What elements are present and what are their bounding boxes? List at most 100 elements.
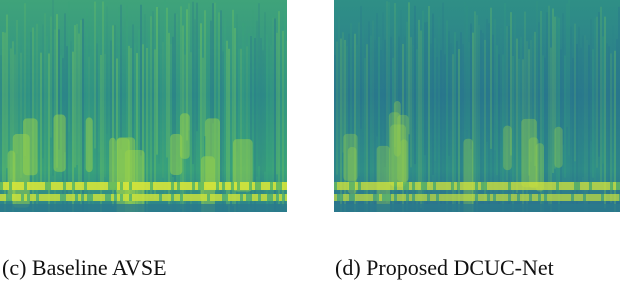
- spectrogram-texture: [355, 182, 358, 190]
- spectrogram-texture: [264, 182, 267, 190]
- spectrogram-texture: [114, 194, 117, 201]
- spectrogram-texture: [252, 182, 255, 190]
- spectrogram-texture: [582, 35, 584, 177]
- spectrogram-texture: [570, 26, 572, 211]
- spectrogram-texture: [520, 36, 522, 186]
- spectrogram-texture: [177, 194, 180, 201]
- spectrogram-texture: [376, 12, 378, 137]
- spectrogram-texture: [376, 182, 379, 190]
- spectrogram-texture: [502, 194, 505, 201]
- spectrogram-texture: [45, 182, 48, 190]
- spectrogram-texture: [469, 194, 472, 201]
- spectrogram-texture: [594, 18, 596, 181]
- spectrogram-texture: [376, 194, 379, 201]
- spectrogram-texture: [278, 11, 280, 205]
- spectrogram-texture: [213, 194, 216, 201]
- spectrogram-texture: [30, 194, 33, 201]
- spectrogram-texture: [454, 32, 456, 212]
- spectrogram-texture: [117, 194, 120, 201]
- spectrogram-texture: [70, 41, 72, 212]
- spectrogram-texture: [478, 24, 480, 190]
- spectrogram-texture: [340, 38, 342, 212]
- spectrogram-texture: [445, 194, 448, 201]
- spectrogram-texture: [564, 55, 566, 178]
- spectrogram-texture: [613, 194, 616, 201]
- spectrogram-texture: [134, 43, 136, 212]
- spectrogram-texture: [614, 50, 616, 212]
- spectrogram-texture: [152, 11, 154, 185]
- spectrogram-texture: [33, 182, 36, 190]
- spectrogram-texture: [96, 194, 99, 201]
- spectrogram-texture: [344, 39, 346, 212]
- spectrogram-texture: [274, 18, 276, 212]
- spectrogram-texture: [57, 182, 60, 190]
- spectrogram-texture: [172, 36, 174, 178]
- spectrogram-texture: [12, 41, 14, 212]
- spectrogram-texture: [421, 182, 424, 190]
- spectrogram-texture: [258, 3, 260, 167]
- spectrogram-texture: [586, 194, 589, 201]
- spectrogram-texture: [276, 32, 278, 175]
- spectrogram-texture: [436, 194, 439, 201]
- spectrogram-texture: [430, 194, 433, 201]
- spectrogram-texture: [226, 40, 228, 206]
- spectrogram-texture: [176, 14, 178, 212]
- spectrogram-texture: [87, 194, 90, 201]
- spectrogram-texture: [340, 194, 343, 201]
- spectrogram-texture: [436, 57, 438, 187]
- spectrogram-texture: [234, 182, 237, 190]
- spectrogram-texture: [553, 194, 556, 201]
- spectrogram-texture: [183, 182, 186, 190]
- spectrogram-texture: [38, 21, 40, 171]
- spectrogram-texture: [22, 30, 24, 189]
- spectrogram-texture: [52, 0, 54, 176]
- spectrogram-texture: [373, 182, 376, 190]
- spectrogram-texture: [554, 126, 563, 168]
- spectrogram-texture: [550, 47, 552, 212]
- spectrogram-texture: [424, 194, 427, 201]
- spectrogram-texture: [108, 56, 110, 195]
- spectrogram-texture: [618, 6, 620, 212]
- spectrogram-texture: [337, 194, 340, 201]
- spectrogram-texture: [535, 143, 544, 192]
- spectrogram-texture: [174, 13, 176, 190]
- spectrogram-texture: [584, 35, 586, 212]
- spectrogram-texture: [122, 28, 124, 212]
- spectrogram-texture: [48, 53, 50, 212]
- spectrogram-texture: [409, 182, 412, 190]
- spectrogram-texture: [592, 182, 595, 190]
- spectrogram-texture: [550, 194, 553, 201]
- spectrogram-texture: [144, 182, 147, 190]
- spectrogram-texture: [51, 194, 54, 201]
- spectrogram-texture: [270, 182, 273, 190]
- spectrogram-texture: [279, 194, 282, 201]
- spectrogram-texture: [354, 33, 356, 212]
- spectrogram-texture: [267, 182, 270, 190]
- spectrogram-texture: [219, 182, 222, 190]
- spectrogram-texture: [114, 24, 116, 151]
- spectrogram-texture: [451, 194, 454, 201]
- spectrogram-texture: [370, 182, 373, 190]
- spectrogram-texture: [428, 5, 430, 187]
- spectrogram-texture: [386, 1, 388, 204]
- spectrogram-texture: [598, 182, 601, 190]
- spectrogram-texture: [514, 194, 517, 201]
- spectrogram-texture: [472, 194, 475, 201]
- spectrogram-texture: [285, 182, 287, 190]
- spectrogram-texture: [343, 133, 358, 181]
- spectrogram-texture: [574, 182, 577, 190]
- spectrogram-texture: [186, 9, 188, 141]
- spectrogram-texture: [42, 182, 45, 190]
- spectrogram-texture: [186, 182, 189, 190]
- spectrogram-texture: [349, 194, 352, 201]
- spectrogram-texture: [460, 32, 462, 189]
- spectrogram-texture: [400, 182, 403, 190]
- spectrogram-texture: [415, 182, 418, 190]
- spectrogram-texture: [126, 194, 129, 201]
- spectrogram-texture: [78, 33, 80, 186]
- spectrogram-texture: [532, 182, 535, 190]
- spectrogram-texture: [388, 182, 391, 190]
- spectrogram-texture: [503, 125, 512, 171]
- spectrogram-texture: [246, 194, 249, 201]
